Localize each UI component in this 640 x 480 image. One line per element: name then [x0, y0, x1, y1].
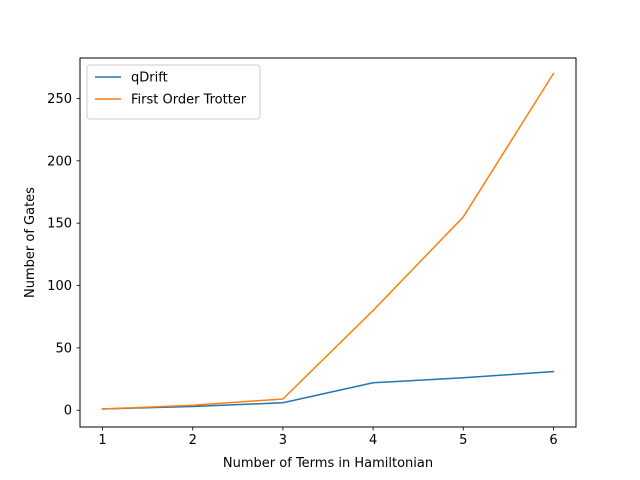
y-tick-label: 0 [64, 404, 72, 419]
x-axis-ticks: 1 2 3 4 5 6 [98, 427, 558, 448]
y-tick-label: 200 [47, 154, 72, 169]
legend-box [86, 64, 261, 120]
y-axis-label: Number of Gates [23, 187, 38, 298]
series-line-0 [101, 370, 555, 410]
legend-label-0: qDrift [131, 71, 168, 86]
y-tick-label: 150 [47, 217, 72, 232]
legend-label-1: First Order Trotter [131, 93, 247, 108]
x-tick-label: 2 [189, 433, 197, 448]
y-tick-label: 100 [47, 279, 72, 294]
axes-frame [79, 57, 577, 428]
y-axis-ticks: 0 50 100 150 200 250 [47, 92, 80, 419]
x-tick-label: 6 [549, 433, 557, 448]
x-tick-label: 1 [98, 433, 106, 448]
x-tick-label: 4 [369, 433, 377, 448]
x-tick-label: 5 [459, 433, 467, 448]
legend: qDrift First Order Trotter [86, 64, 261, 120]
y-tick-label: 50 [55, 341, 72, 356]
x-tick-label: 3 [279, 433, 287, 448]
series-line-1 [101, 72, 555, 410]
plot-lines [101, 72, 555, 410]
y-tick-label: 250 [47, 92, 72, 107]
x-axis-label: Number of Terms in Hamiltonian [223, 456, 433, 471]
